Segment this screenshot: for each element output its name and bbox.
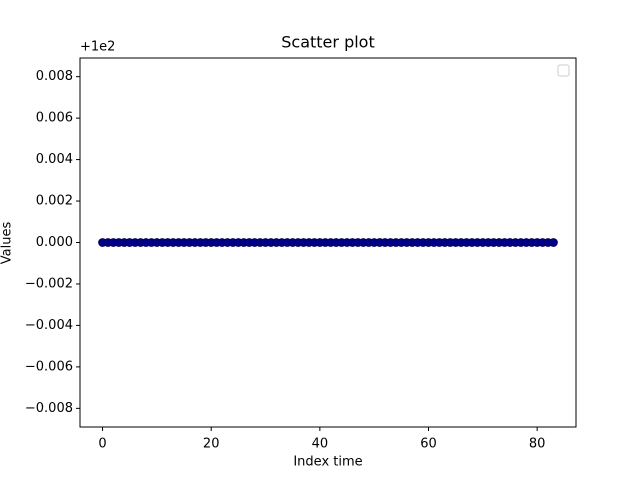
y-tick-label: 0.008	[36, 69, 73, 84]
point	[549, 238, 558, 247]
x-tick-label: 20	[203, 437, 220, 452]
x-tick-label: 80	[529, 437, 546, 452]
x-tick-label: 0	[98, 437, 106, 452]
y-tick-label: −0.002	[25, 276, 73, 291]
y-axis-label: Values	[0, 222, 15, 265]
x-axis-label: Index time	[293, 455, 362, 470]
x-tick-label: 40	[312, 437, 329, 452]
y-offset-label: +1e2	[80, 40, 115, 55]
y-tick-label: 0.004	[36, 152, 73, 167]
y-tick-label: −0.008	[25, 401, 73, 416]
y-tick-label: 0.000	[36, 235, 73, 250]
y-tick-label: −0.006	[25, 359, 73, 374]
chart-title: Scatter plot	[281, 33, 374, 52]
x-tick-label: 60	[420, 437, 437, 452]
y-tick-label: 0.006	[36, 111, 73, 126]
plot-frame	[79, 57, 577, 428]
y-tick-label: 0.002	[36, 194, 73, 209]
legend	[557, 64, 570, 77]
y-tick-label: −0.004	[25, 318, 73, 333]
